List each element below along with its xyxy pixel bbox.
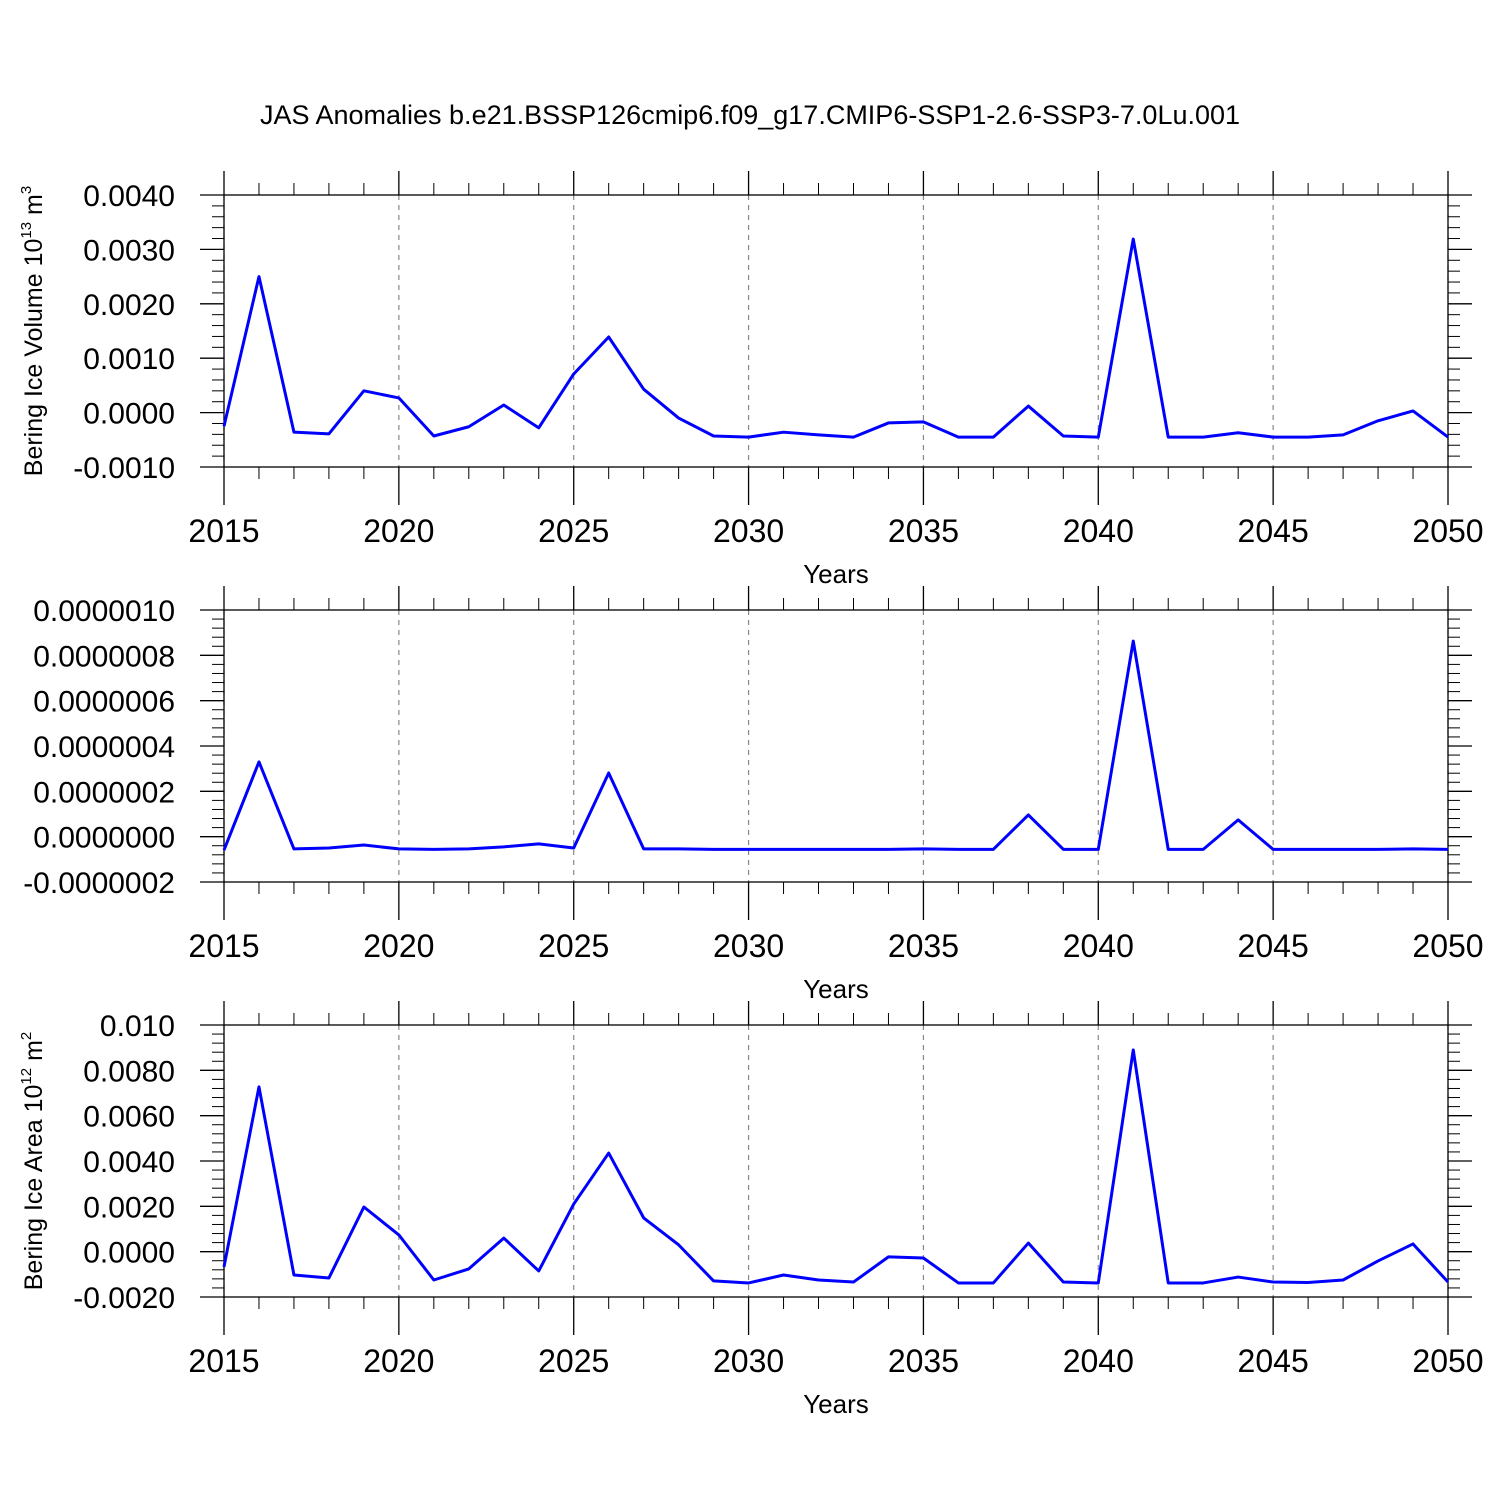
y-tick-label: 0.0000008 [33, 640, 175, 673]
y-tick-label: 0.0040 [83, 1146, 175, 1179]
plot-frame [223, 194, 1449, 468]
y-tick-label: 0.0020 [83, 289, 175, 322]
y-axis-label-unit-exponent: 3 [18, 186, 35, 194]
x-tick-label: 2020 [363, 1343, 434, 1379]
y-tick-label: -0.0000002 [23, 867, 175, 900]
x-tick-label: 2045 [1238, 513, 1309, 549]
x-tick-label: 2030 [713, 1343, 784, 1379]
x-tick-label: 2020 [363, 513, 434, 549]
y-tick-label: 0.0030 [83, 234, 175, 267]
x-axis-label: Years [803, 559, 869, 589]
x-tick-label: 2015 [188, 928, 259, 964]
y-axis-label-text: Bering Ice Volume 10 [20, 239, 48, 477]
y-tick-label: 0.0000010 [33, 595, 175, 628]
y-axis-label-unit-exponent: 2 [18, 1032, 35, 1040]
y-axis-label-unit: m [20, 1040, 48, 1068]
x-tick-label: 2050 [1412, 928, 1483, 964]
x-tick-label: 2025 [538, 928, 609, 964]
y-tick-label: 0.0000000 [33, 822, 175, 855]
x-tick-label: 2030 [713, 513, 784, 549]
y-tick-label: 0.0000002 [33, 776, 175, 809]
x-tick-label: 2035 [888, 1343, 959, 1379]
x-tick-label: 2020 [363, 928, 434, 964]
y-tick-label: 0.0080 [83, 1055, 175, 1088]
x-tick-label: 2050 [1412, 513, 1483, 549]
x-tick-label: 2040 [1063, 513, 1134, 549]
x-tick-label: 2045 [1238, 928, 1309, 964]
x-tick-label: 2040 [1063, 928, 1134, 964]
plot-frame [223, 1024, 1449, 1298]
y-axis-label-unit: m [20, 194, 48, 222]
x-tick-label: 2050 [1412, 1343, 1483, 1379]
y-axis-label-exponent: 12 [18, 1068, 35, 1085]
figure-title: JAS Anomalies b.e21.BSSP126cmip6.f09_g17… [260, 100, 1240, 130]
data-line [222, 639, 1449, 851]
y-axis-label: Bering Ice Volume 1013 m3 [18, 186, 48, 476]
data-line [222, 1048, 1450, 1285]
x-tick-label: 2025 [538, 1343, 609, 1379]
y-tick-label: 0.0000 [83, 1237, 175, 1270]
x-tick-label: 2040 [1063, 1343, 1134, 1379]
y-tick-label: 0.010 [100, 1010, 175, 1043]
y-tick-label: -0.0020 [73, 1282, 175, 1315]
x-axis-label: Years [803, 1389, 869, 1419]
x-tick-label: 2015 [188, 513, 259, 549]
y-tick-label: 0.0060 [83, 1101, 175, 1134]
x-tick-label: 2015 [188, 1343, 259, 1379]
x-tick-label: 2035 [888, 928, 959, 964]
y-tick-label: 0.0010 [83, 343, 175, 376]
y-tick-label: 0.0000004 [33, 731, 175, 764]
y-tick-label: 0.0020 [83, 1191, 175, 1224]
x-axis-label: Years [803, 974, 869, 1004]
y-tick-label: 0.0040 [83, 180, 175, 213]
y-axis-label-exponent: 13 [18, 222, 35, 239]
y-axis-label-text: Bering Ice Area 10 [20, 1085, 48, 1291]
x-tick-label: 2035 [888, 513, 959, 549]
x-tick-label: 2045 [1238, 1343, 1309, 1379]
y-axis-label: Bering Ice Area 1012 m2 [18, 1032, 48, 1291]
y-tick-label: 0.0000 [83, 398, 175, 431]
data-line [222, 237, 1449, 439]
plot-frame [223, 609, 1449, 883]
y-tick-label: 0.0000006 [33, 686, 175, 719]
x-tick-label: 2030 [713, 928, 784, 964]
y-tick-label: -0.0010 [73, 452, 175, 485]
x-tick-label: 2025 [538, 513, 609, 549]
